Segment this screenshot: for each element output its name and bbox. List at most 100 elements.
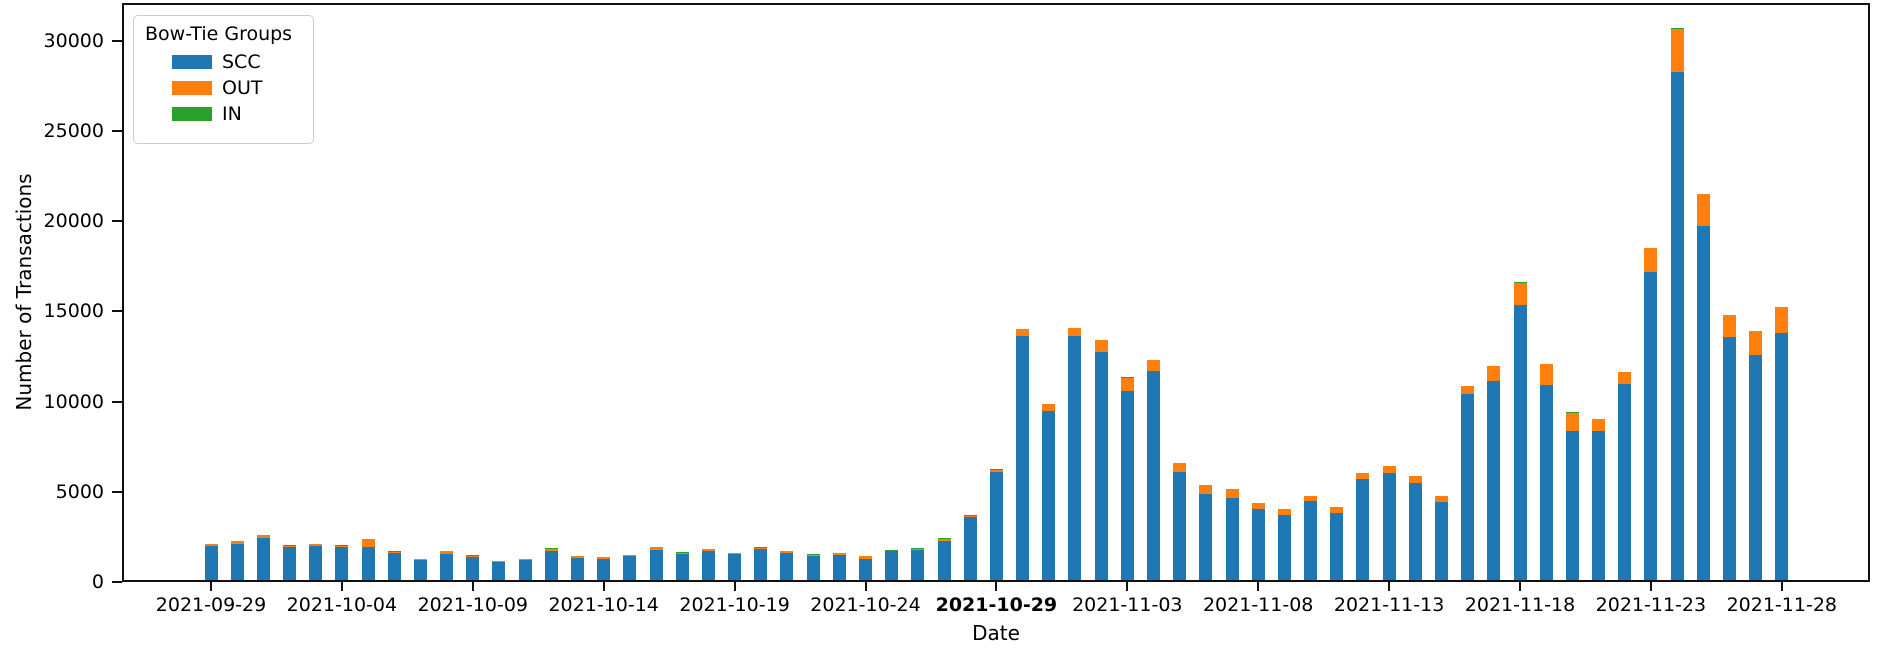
- bar-segment-scc: [1565, 431, 1579, 580]
- bar-segment-in: [1670, 28, 1684, 30]
- bar-segment-in: [1565, 412, 1579, 414]
- bar-segment-scc: [309, 546, 323, 580]
- bar-segment-scc: [989, 471, 1003, 580]
- bar-segment-scc: [518, 559, 532, 580]
- bars-layer: [124, 5, 1868, 580]
- bar-segment-scc: [728, 554, 742, 580]
- bar-segment-scc: [597, 558, 611, 580]
- bar-segment-out: [1461, 385, 1475, 395]
- bar-segment-out: [885, 549, 899, 552]
- x-tick-mark: [1649, 582, 1652, 591]
- bar-segment-out: [1565, 413, 1579, 432]
- bar-segment-scc: [387, 552, 401, 580]
- legend-box: Bow-Tie Groups SCC OUT IN: [133, 15, 314, 144]
- x-tick-mark: [733, 582, 736, 591]
- x-tick-label: 2021-10-09: [417, 594, 528, 616]
- y-tick-label: 0: [91, 571, 104, 593]
- bar-segment-scc: [937, 541, 951, 580]
- y-tick-mark: [112, 490, 122, 493]
- bar-segment-scc: [1225, 497, 1239, 580]
- y-tick-label: 20000: [43, 210, 104, 233]
- bar-segment-out: [1696, 193, 1710, 227]
- bar-segment-scc: [1722, 337, 1736, 580]
- bar-segment-out: [1120, 378, 1134, 391]
- y-tick-mark: [112, 400, 122, 403]
- bar-segment-out: [518, 558, 532, 560]
- bar-segment-out: [492, 560, 506, 562]
- y-tick-mark: [112, 220, 122, 223]
- y-tick-label: 30000: [43, 29, 104, 52]
- scc-color-swatch: [172, 55, 212, 69]
- bar-segment-scc: [780, 552, 794, 580]
- bar-segment-out: [256, 534, 270, 539]
- bar-segment-scc: [806, 555, 820, 580]
- bar-segment-scc: [492, 561, 506, 580]
- bar-segment-out: [1277, 509, 1291, 516]
- x-tick-label: 2021-09-29: [155, 594, 267, 616]
- bar-segment-out: [1094, 339, 1108, 353]
- bar-segment-out: [1173, 462, 1187, 472]
- bar-segment-scc: [1356, 479, 1370, 580]
- y-tick-label: 10000: [43, 390, 104, 413]
- bar-segment-out: [1644, 247, 1658, 273]
- plot-area-border: [122, 3, 1870, 582]
- bar-segment-out: [544, 548, 558, 551]
- bar-segment-scc: [466, 557, 480, 580]
- y-tick-label: 25000: [43, 119, 104, 142]
- bar-segment-out: [1304, 495, 1318, 501]
- bar-segment-out: [1146, 359, 1160, 372]
- x-tick-mark: [602, 582, 605, 591]
- bar-segment-out: [1225, 488, 1239, 498]
- bar-segment-scc: [1487, 381, 1501, 580]
- x-tick-mark: [1126, 582, 1129, 591]
- x-tick-label: 2021-11-23: [1595, 594, 1707, 616]
- legend-item-label: SCC: [222, 51, 261, 73]
- bar-segment-scc: [859, 558, 872, 580]
- bar-segment-scc: [675, 553, 689, 580]
- legend-item-label: OUT: [222, 77, 263, 99]
- bar-segment-out: [649, 547, 663, 550]
- bar-segment-scc: [1120, 390, 1134, 580]
- y-tick-mark: [112, 581, 122, 583]
- bar-segment-scc: [1408, 483, 1422, 580]
- bar-segment-scc: [1251, 508, 1265, 580]
- bar-segment-out: [1670, 29, 1684, 73]
- bar-segment-out: [230, 541, 244, 545]
- bar-segment-scc: [256, 538, 270, 580]
- bar-segment-scc: [1696, 226, 1710, 580]
- bar-segment-out: [675, 552, 689, 554]
- x-tick-mark: [471, 582, 474, 591]
- bar-segment-out: [1749, 331, 1763, 355]
- bar-segment-scc: [335, 547, 349, 580]
- x-tick-label: 2021-11-03: [1072, 594, 1183, 616]
- bar-segment-scc: [204, 546, 218, 580]
- bar-segment-out: [335, 545, 349, 548]
- bar-segment-out: [859, 556, 872, 559]
- x-tick-mark: [1257, 582, 1260, 591]
- bar-segment-scc: [649, 549, 663, 580]
- bar-segment-out: [1251, 503, 1265, 509]
- bar-segment-scc: [1461, 394, 1475, 580]
- bar-segment-scc: [1199, 494, 1213, 580]
- bar-segment-scc: [963, 517, 977, 580]
- bar-segment-scc: [1434, 501, 1448, 580]
- x-tick-label: 2021-10-04: [286, 594, 398, 616]
- bar-segment-scc: [1513, 305, 1527, 580]
- bar-segment-out: [806, 554, 820, 556]
- bar-segment-out: [204, 543, 218, 547]
- bar-segment-scc: [440, 554, 454, 580]
- bar-segment-out: [1199, 484, 1213, 495]
- y-tick-mark: [112, 39, 122, 42]
- bar-segment-out: [597, 557, 611, 559]
- bar-segment-out: [283, 544, 297, 547]
- legend-item-label: IN: [222, 103, 242, 125]
- bar-segment-out: [466, 555, 480, 558]
- x-tick-label: 2021-10-14: [548, 594, 659, 616]
- bar-segment-out: [1775, 306, 1789, 333]
- bar-segment-out: [571, 555, 585, 558]
- x-tick-mark: [340, 582, 343, 591]
- y-tick-label: 15000: [43, 300, 104, 323]
- bar-segment-out: [1016, 328, 1030, 336]
- bar-segment-scc: [1592, 430, 1606, 580]
- bar-segment-out: [1513, 283, 1527, 306]
